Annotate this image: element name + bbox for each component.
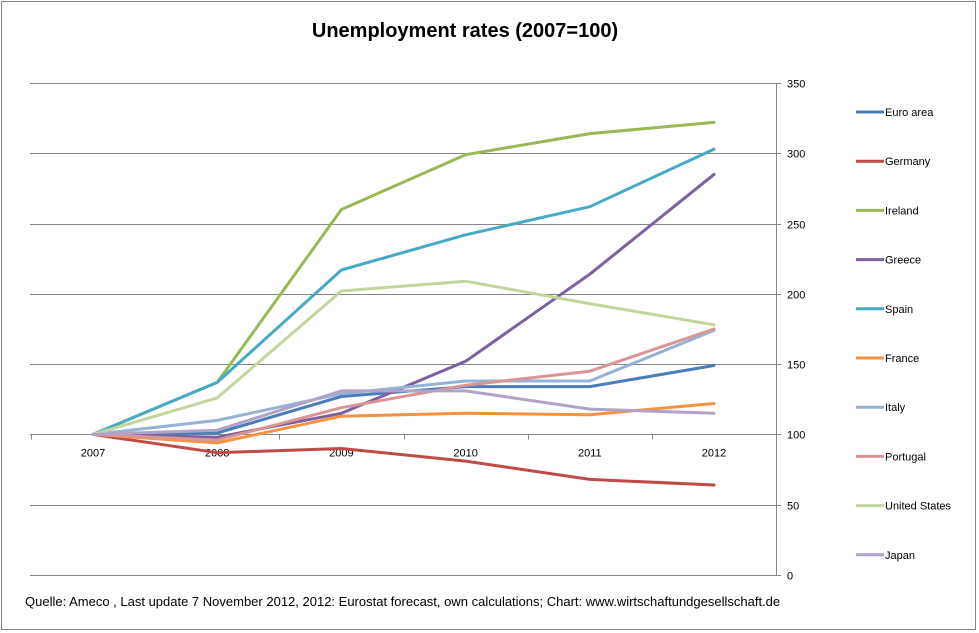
legend-item: Portugal — [856, 451, 926, 463]
y-tick-label: 350 — [787, 79, 805, 91]
legend-item: Euro area — [856, 107, 934, 119]
legend-label: Spain — [885, 304, 913, 316]
series-line-portugal — [91, 327, 716, 442]
chart-title: Unemployment rates (2007=100) — [311, 20, 619, 42]
legend-label: Japan — [885, 550, 915, 562]
x-tick-label: 2010 — [453, 448, 477, 460]
legend-label: Germany — [885, 156, 931, 168]
legend-label: Greece — [885, 255, 921, 267]
legend-label: Italy — [885, 402, 906, 414]
x-tick-label: 2012 — [702, 448, 726, 460]
series-line-italy — [91, 328, 716, 436]
series-line-germany — [91, 432, 716, 487]
legend-label: Ireland — [885, 205, 919, 217]
y-tick-label: 250 — [787, 220, 805, 232]
legend-item: Japan — [856, 550, 915, 562]
y-tick-label: 0 — [787, 571, 793, 583]
legend-item: Greece — [856, 255, 921, 267]
source-note: Quelle: Ameco , Last update 7 November 2… — [25, 594, 781, 609]
legend-label: France — [885, 353, 919, 365]
series-line-france — [91, 402, 716, 445]
series-lines — [91, 120, 716, 487]
x-tick-label: 2007 — [81, 448, 105, 460]
legend-item: France — [856, 353, 919, 365]
legend: Euro area Germany Ireland Greece Spain France… — [856, 107, 952, 562]
y-tick-label: 300 — [787, 149, 805, 161]
y-tick-label: 50 — [787, 501, 799, 513]
legend-item: Germany — [856, 156, 931, 168]
y-tick-label: 100 — [787, 430, 805, 442]
legend-item: Ireland — [856, 205, 919, 217]
series-line-united-states — [91, 279, 716, 436]
series-line-spain — [91, 147, 716, 436]
series-line-japan — [91, 389, 716, 436]
legend-item: Italy — [856, 402, 906, 414]
legend-item: Spain — [856, 304, 913, 316]
legend-label: Portugal — [885, 451, 926, 463]
legend-label: Euro area — [885, 107, 934, 119]
legend-item: United States — [856, 501, 952, 513]
x-tick-label: 2011 — [578, 448, 602, 460]
y-tick-label: 200 — [787, 290, 805, 302]
legend-label: United States — [885, 501, 952, 513]
y-tick-label: 150 — [787, 360, 805, 372]
